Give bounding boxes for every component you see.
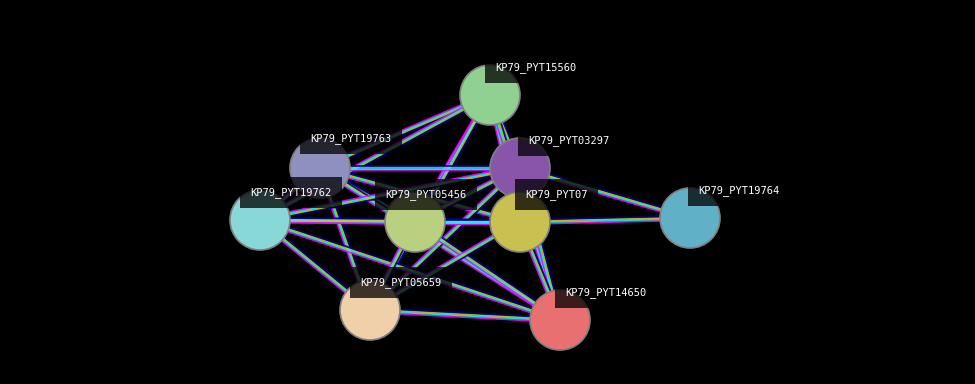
Circle shape (490, 138, 550, 198)
Text: KP79_PYT14650: KP79_PYT14650 (565, 287, 646, 298)
Circle shape (530, 290, 590, 350)
Text: KP79_PYT03297: KP79_PYT03297 (528, 135, 609, 146)
Text: KP79_PYT15560: KP79_PYT15560 (495, 62, 576, 73)
Text: KP79_PYT19764: KP79_PYT19764 (698, 185, 779, 196)
Circle shape (385, 192, 445, 252)
Text: KP79_PYT19763: KP79_PYT19763 (310, 133, 391, 144)
Circle shape (340, 280, 400, 340)
Circle shape (230, 190, 290, 250)
Circle shape (660, 188, 720, 248)
Circle shape (290, 138, 350, 198)
Circle shape (460, 65, 520, 125)
Circle shape (490, 192, 550, 252)
Text: KP79_PYT19762: KP79_PYT19762 (250, 187, 332, 198)
Text: KP79_PYT05456: KP79_PYT05456 (385, 189, 466, 200)
Text: KP79_PYT05659: KP79_PYT05659 (360, 277, 442, 288)
Text: KP79_PYT07: KP79_PYT07 (525, 189, 588, 200)
